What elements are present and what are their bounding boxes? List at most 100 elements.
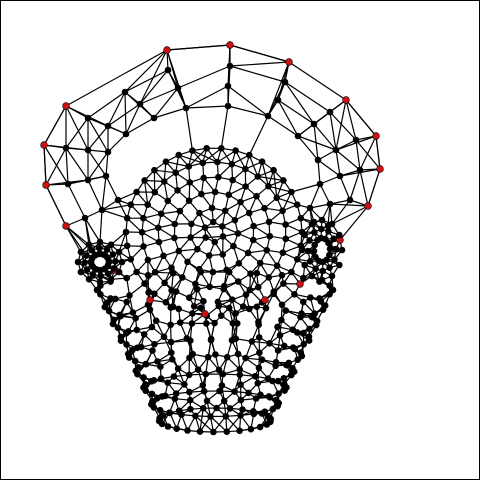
- mesh-node: [142, 381, 149, 388]
- mesh-node: [149, 397, 156, 405]
- mesh-node: [207, 336, 215, 344]
- mesh-node: [186, 294, 193, 302]
- mesh-edge: [194, 415, 214, 433]
- mesh-edge: [267, 115, 299, 137]
- mesh-edge: [355, 139, 381, 170]
- mesh-node: [107, 241, 115, 248]
- mesh-edge: [297, 135, 337, 151]
- mesh-node: [299, 274, 307, 282]
- mesh-node: [328, 220, 336, 228]
- mesh-node: [114, 324, 122, 332]
- mesh-edge: [45, 184, 67, 227]
- mesh-node: [123, 329, 130, 337]
- mesh-edge: [144, 180, 149, 205]
- mesh-node: [226, 62, 234, 70]
- mesh-node: [308, 313, 316, 321]
- mesh-node: [237, 396, 245, 404]
- mesh-edge: [297, 123, 315, 137]
- mesh-node: [81, 214, 89, 222]
- boundary-node: [285, 58, 293, 66]
- mesh-node: [162, 158, 170, 165]
- mesh-node: [109, 251, 117, 258]
- mesh-node: [308, 272, 316, 280]
- mesh-node: [291, 345, 299, 353]
- mesh-edge: [248, 115, 269, 156]
- mesh-node: [107, 275, 115, 283]
- boundary-node: [42, 181, 50, 189]
- mesh-node: [206, 283, 213, 291]
- mesh-edge: [229, 44, 290, 63]
- mesh-node: [225, 191, 232, 199]
- mesh-node: [254, 173, 262, 180]
- mesh-edge: [317, 149, 337, 161]
- mesh-node: [326, 245, 334, 253]
- mesh-node: [89, 271, 97, 278]
- mesh-node: [246, 305, 253, 313]
- mesh-node: [187, 405, 194, 413]
- mesh-edge: [124, 91, 127, 135]
- mesh-node: [210, 218, 217, 226]
- mesh-node: [256, 349, 263, 357]
- mesh-node: [270, 166, 277, 174]
- mesh-node: [326, 108, 334, 116]
- mesh-node: [338, 246, 346, 254]
- mesh-edge: [177, 87, 187, 109]
- mesh-node: [186, 388, 193, 396]
- mesh-node: [236, 366, 243, 373]
- mesh-node: [103, 299, 111, 307]
- mesh-node: [288, 188, 295, 196]
- mesh-node: [253, 269, 261, 277]
- mesh-node: [194, 245, 201, 253]
- mesh-node: [164, 197, 172, 205]
- mesh-edge: [87, 179, 103, 211]
- mesh-node: [144, 256, 152, 264]
- mesh-node: [294, 132, 302, 140]
- mesh-node: [255, 334, 263, 341]
- mesh-node: [93, 286, 101, 294]
- mesh-edge: [329, 199, 351, 205]
- mesh-node: [248, 338, 256, 345]
- boundary-node: [40, 141, 48, 149]
- mesh-edge: [267, 61, 290, 117]
- mesh-node: [110, 265, 117, 272]
- mesh-node: [172, 390, 180, 397]
- mesh-node: [281, 387, 288, 394]
- mesh-node: [261, 204, 268, 212]
- mesh-node: [325, 239, 332, 247]
- mesh-node: [200, 387, 208, 395]
- boundary-node: [62, 102, 70, 110]
- mesh-node: [168, 349, 175, 357]
- mesh-node: [291, 290, 298, 298]
- mesh-edge: [309, 183, 321, 209]
- mesh-node: [224, 82, 232, 90]
- mesh-edge: [105, 151, 109, 177]
- mesh-node: [157, 210, 165, 218]
- mesh-edge: [101, 209, 128, 219]
- mesh-node: [151, 188, 158, 196]
- mesh-edge: [139, 87, 179, 105]
- mesh-node: [255, 321, 263, 329]
- mesh-node: [123, 341, 130, 348]
- mesh-node: [280, 342, 288, 350]
- mesh-node: [176, 207, 184, 215]
- boundary-node: [201, 310, 209, 318]
- mesh-edge: [335, 149, 341, 177]
- mesh-node: [321, 302, 329, 309]
- mesh-node: [225, 304, 233, 312]
- mesh-node: [311, 229, 318, 236]
- mesh-node: [218, 382, 226, 389]
- mesh-node: [185, 197, 193, 204]
- mesh-node: [244, 249, 252, 257]
- mesh-node: [96, 238, 104, 246]
- mesh-node: [225, 268, 233, 276]
- mesh-node: [276, 331, 284, 339]
- mesh-node: [105, 307, 113, 315]
- mesh-node: [103, 246, 111, 253]
- mesh-edge: [309, 203, 331, 209]
- mesh-node: [253, 303, 261, 311]
- mesh-node: [356, 166, 364, 174]
- mesh-edge: [87, 149, 109, 153]
- mesh-node: [255, 364, 263, 372]
- mesh-node: [293, 255, 301, 263]
- mesh-node: [193, 285, 201, 293]
